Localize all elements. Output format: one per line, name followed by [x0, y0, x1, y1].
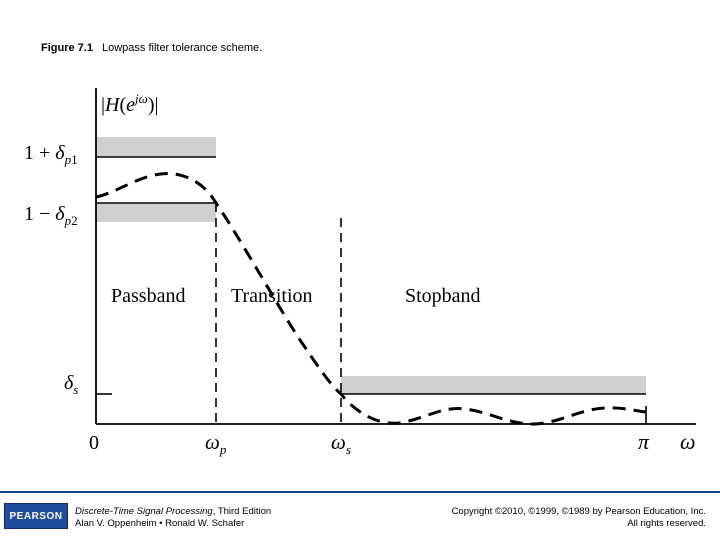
- book-title: Discrete-Time Signal Processing: [75, 506, 213, 517]
- publisher-logo: PEARSON: [4, 503, 68, 529]
- x-tick-pi: π: [638, 429, 650, 454]
- tolerance-diagram: |H(ejω)| 1 + δp1 1 − δp2 δs Passband Tra…: [24, 88, 696, 457]
- x-tick-zero: 0: [89, 432, 99, 454]
- y-axis-label: |H(ejω)|: [101, 91, 159, 116]
- copyright-notice: Copyright ©2010, ©1999, ©1989 by Pearson…: [452, 506, 706, 530]
- x-axis-variable-omega: ω: [680, 429, 696, 454]
- passband-upper-tolerance-band: [96, 137, 216, 157]
- book-authors: Alan V. Oppenheim • Ronald W. Schafer: [75, 518, 245, 529]
- footer-divider: [0, 491, 720, 493]
- book-info: Discrete-Time Signal Processing, Third E…: [75, 506, 271, 530]
- copyright-line-2: All rights reserved.: [627, 518, 706, 529]
- frequency-response-curve: [95, 172, 647, 426]
- figure-number: Figure 7.1: [41, 42, 93, 54]
- region-label-passband: Passband: [111, 285, 185, 307]
- region-label-stopband: Stopband: [405, 285, 481, 307]
- stopband-tolerance-label: δs: [64, 372, 78, 397]
- region-label-transition: Transition: [231, 285, 313, 307]
- book-title-line: Discrete-Time Signal Processing, Third E…: [75, 506, 271, 518]
- upper-tolerance-label: 1 + δp1: [24, 142, 78, 167]
- passband-lower-tolerance-band: [96, 203, 216, 222]
- publisher-logo-text: PEARSON: [9, 510, 63, 522]
- book-edition: , Third Edition: [212, 506, 272, 517]
- stopband-tolerance-band: [341, 376, 646, 394]
- x-tick-omega-s: ωs: [331, 430, 351, 457]
- figure-caption: Figure 7.1 Lowpass filter tolerance schem…: [41, 42, 262, 54]
- copyright-line-1: Copyright ©2010, ©1999, ©1989 by Pearson…: [451, 506, 706, 517]
- lower-tolerance-label: 1 − δp2: [24, 203, 78, 228]
- figure-caption-text: Lowpass filter tolerance scheme.: [101, 42, 263, 54]
- x-tick-omega-p: ωp: [205, 430, 227, 457]
